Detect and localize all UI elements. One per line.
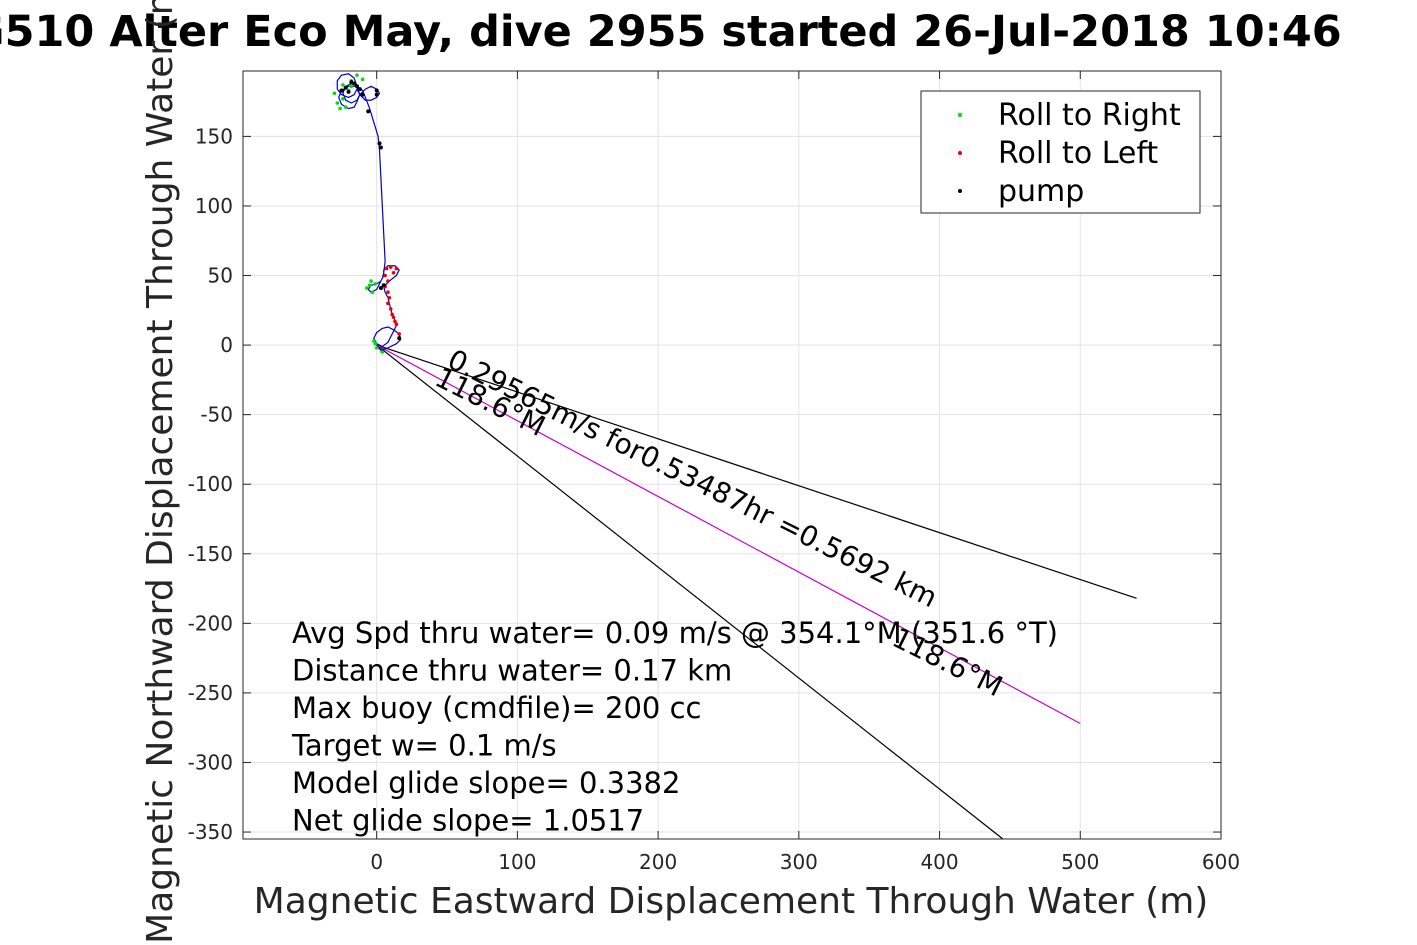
roll-left-point: [388, 307, 393, 311]
roll-left-point: [383, 273, 387, 278]
pump-point: [354, 84, 359, 89]
legend-marker-pump: [958, 189, 962, 193]
roll-left-point: [390, 312, 394, 317]
legend-label-roll-left: Roll to Left: [998, 136, 1158, 171]
legend-label-roll-right: Roll to Right: [998, 98, 1181, 133]
roll-right-point: [335, 101, 340, 105]
roll-left-point: [394, 322, 399, 327]
roll-right-point: [369, 279, 373, 283]
stats-line: Net glide slope= 1.0517: [292, 804, 644, 838]
roll-right-point: [374, 346, 379, 350]
roll-right-point: [370, 290, 375, 295]
chart-title: SG510 Alter Eco May, dive 2955 started 2…: [0, 7, 1342, 57]
x-tick-label: 300: [780, 850, 818, 874]
y-tick-label: 150: [195, 124, 233, 148]
pump-point: [339, 88, 344, 93]
legend: Roll to Right Roll to Left pump: [920, 90, 1201, 214]
roll-left-point: [394, 266, 399, 271]
x-tick-label: 500: [1061, 850, 1099, 874]
roll-right-point: [332, 91, 337, 96]
y-tick-label: -200: [188, 611, 233, 635]
legend-marker-roll-left: [958, 151, 962, 155]
pump-point: [378, 286, 383, 291]
x-tick-label: 100: [498, 850, 536, 874]
x-tick-label: 400: [920, 850, 958, 874]
legend-marker-roll-right: [958, 113, 962, 117]
roll-right-point: [338, 106, 342, 111]
stats-line: Avg Spd thru water= 0.09 m/s @ 354.1°M (…: [292, 616, 1058, 650]
stats-line: Distance thru water= 0.17 km: [292, 654, 732, 688]
pump-point: [349, 80, 354, 85]
roll-left-point: [393, 319, 397, 324]
plot-frame: [242, 70, 1222, 840]
roll-right-point: [341, 83, 345, 87]
stats-line: Target w= 0.1 m/s: [291, 729, 557, 763]
y-tick-label: 50: [208, 264, 233, 288]
roll-right-point: [355, 73, 359, 77]
pump-point: [346, 89, 351, 94]
legend-label-pump: pump: [998, 174, 1084, 209]
y-tick-label: -350: [188, 820, 233, 844]
legend-box: [920, 90, 1201, 214]
pump-point: [366, 109, 371, 114]
stats-line: Max buoy (cmdfile)= 200 cc: [292, 691, 701, 725]
pump-point: [381, 283, 386, 288]
roll-left-point: [391, 315, 396, 320]
y-tick-label: -100: [188, 472, 233, 496]
pump-point: [374, 92, 379, 97]
stats-line: Model glide slope= 0.3382: [292, 766, 680, 800]
pump-point: [374, 88, 379, 93]
track-line: [336, 73, 402, 352]
roll-left-point: [387, 295, 392, 300]
y-tick-label: 100: [195, 194, 233, 218]
roll-right-point: [365, 286, 369, 290]
y-tick-label: -50: [200, 403, 233, 427]
pump-point: [377, 141, 382, 146]
roll-right-point: [372, 339, 376, 343]
y-tick-label: -250: [188, 681, 233, 705]
y-tick-label: -300: [188, 750, 233, 774]
ticks: 0 100 200 300 400 500 600150100500-50-100-150-…: [188, 71, 1240, 874]
reference-line: [376, 344, 1004, 840]
roll-right-point: [341, 97, 345, 101]
roll-left-point: [397, 332, 401, 336]
roll-right-point: [343, 105, 348, 109]
roll-right-point: [373, 282, 378, 286]
y-tick-label: 0: [220, 333, 233, 357]
roll-left-point: [388, 265, 393, 269]
pump-point: [343, 85, 348, 90]
x-tick-label: 200: [639, 850, 677, 874]
reference-line: [376, 344, 1137, 599]
stats-block: Avg Spd thru water= 0.09 m/s @ 354.1°M (…: [291, 616, 1058, 838]
x-tick-label: 600: [1202, 850, 1240, 874]
roll-right-point: [380, 350, 385, 354]
roll-right-point: [360, 77, 365, 82]
reference-line: [376, 344, 1081, 725]
roll-left-point: [386, 290, 390, 295]
roll-left-point: [386, 301, 390, 306]
pump-point: [397, 336, 402, 341]
pump-point: [357, 87, 362, 92]
y-tick-label: -150: [188, 542, 233, 566]
roll-right-point: [373, 341, 378, 346]
x-tick-label: 0: [370, 850, 383, 874]
pump-point: [378, 145, 383, 150]
roll-left-point: [384, 266, 389, 271]
roll-left-point: [386, 279, 390, 283]
roll-right-point: [349, 84, 354, 89]
roll-left-point: [391, 270, 396, 275]
roll-right-point: [367, 283, 372, 288]
y-axis-label: Magnetic Northward Displacement Through …: [140, 0, 181, 944]
grid: [243, 71, 1222, 839]
pump-point: [360, 92, 365, 97]
data-layer: [332, 73, 1137, 840]
x-axis-label: Magnetic Eastward Displacement Through W…: [254, 881, 1209, 922]
